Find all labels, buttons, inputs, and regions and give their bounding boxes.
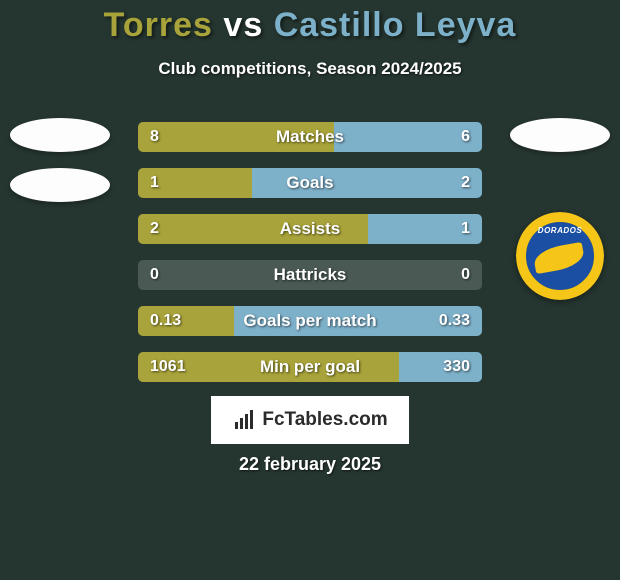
stat-row: Assists2 1 [138, 214, 482, 244]
stat-value-right: 0 [461, 260, 470, 290]
date-text: 22 february 2025 [0, 454, 620, 475]
title-right-player: Castillo Leyva [274, 6, 517, 44]
stat-value-right: 0.33 [439, 306, 470, 336]
stat-row: Goals per match0.13 0.33 [138, 306, 482, 336]
stat-value-right: 330 [443, 352, 470, 382]
stat-label: Goals per match [138, 306, 482, 336]
stat-label: Matches [138, 122, 482, 152]
right-player-badges: DORADOS [510, 118, 610, 300]
stat-label: Goals [138, 168, 482, 198]
stat-row: Hattricks0 0 [138, 260, 482, 290]
stat-value-left: 0 [150, 260, 159, 290]
stat-value-left: 0.13 [150, 306, 181, 336]
stat-value-left: 2 [150, 214, 159, 244]
chart-icon [232, 408, 256, 432]
comparison-infographic: Torres vs Castillo Leyva Club competitio… [0, 0, 620, 580]
title-left-player: Torres [104, 6, 213, 44]
left-player-badges [10, 118, 110, 202]
stat-value-right: 6 [461, 122, 470, 152]
title-vs: vs [223, 6, 263, 44]
left-placeholder-2 [10, 168, 110, 202]
logo-text: DORADOS [516, 226, 604, 235]
stat-bars: Matches86Goals12Assists21Hattricks00Goal… [138, 122, 482, 398]
stat-row: Min per goal1061 330 [138, 352, 482, 382]
stat-value-left: 8 [150, 122, 159, 152]
stat-value-left: 1061 [150, 352, 186, 382]
subtitle: Club competitions, Season 2024/2025 [0, 59, 620, 79]
left-placeholder-1 [10, 118, 110, 152]
stat-label: Min per goal [138, 352, 482, 382]
stat-row: Matches8 6 [138, 122, 482, 152]
stat-label: Assists [138, 214, 482, 244]
page-title: Torres vs Castillo Leyva [0, 0, 620, 45]
right-club-logo: DORADOS [516, 212, 604, 300]
brand-text: FcTables.com [262, 409, 387, 431]
stat-value-right: 2 [461, 168, 470, 198]
right-placeholder-1 [510, 118, 610, 152]
stat-label: Hattricks [138, 260, 482, 290]
brand-badge: FcTables.com [211, 396, 409, 444]
stat-row: Goals1 2 [138, 168, 482, 198]
stat-value-left: 1 [150, 168, 159, 198]
stat-value-right: 1 [461, 214, 470, 244]
